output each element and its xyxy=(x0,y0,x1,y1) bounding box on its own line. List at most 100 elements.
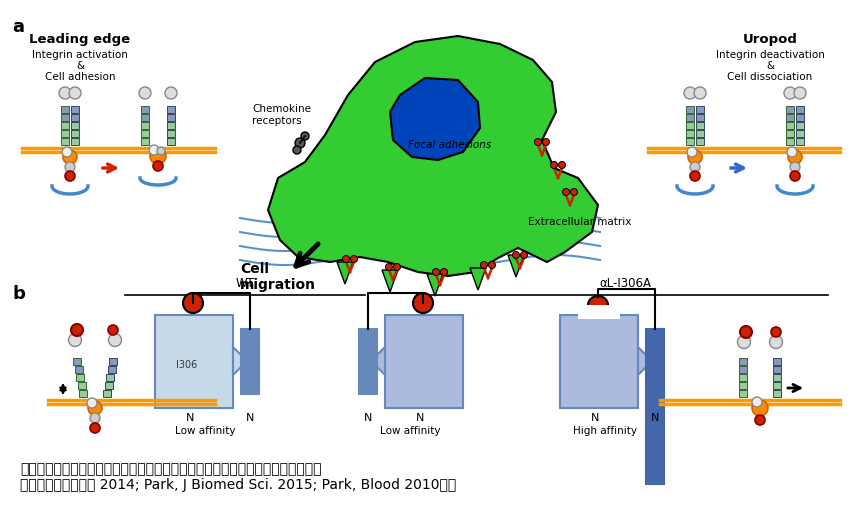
Bar xyxy=(773,374,781,381)
Bar xyxy=(739,374,747,381)
Circle shape xyxy=(784,87,796,99)
Circle shape xyxy=(62,147,72,157)
Circle shape xyxy=(794,87,806,99)
Bar xyxy=(686,122,694,129)
Text: Low affinity: Low affinity xyxy=(175,426,236,436)
Bar xyxy=(141,122,149,129)
Circle shape xyxy=(543,139,550,145)
Circle shape xyxy=(570,188,578,195)
Bar xyxy=(786,130,794,137)
Bar xyxy=(141,138,149,145)
Bar xyxy=(786,138,794,145)
Bar xyxy=(773,358,781,365)
Text: Extracellular matrix: Extracellular matrix xyxy=(528,217,631,227)
Circle shape xyxy=(108,325,118,335)
Circle shape xyxy=(59,87,71,99)
Bar xyxy=(646,329,664,484)
Bar xyxy=(773,382,781,389)
Bar xyxy=(77,382,85,389)
Bar xyxy=(106,374,114,381)
Circle shape xyxy=(65,171,75,181)
Bar xyxy=(578,305,620,319)
Circle shape xyxy=(790,171,800,181)
Circle shape xyxy=(481,261,488,268)
Circle shape xyxy=(562,188,569,195)
Bar xyxy=(71,114,79,121)
Circle shape xyxy=(63,150,77,164)
Circle shape xyxy=(71,324,83,336)
Bar xyxy=(786,122,794,129)
Bar xyxy=(696,114,704,121)
Polygon shape xyxy=(390,78,480,160)
Text: a: a xyxy=(12,18,24,36)
Bar xyxy=(61,114,69,121)
Bar xyxy=(108,366,115,373)
Bar xyxy=(696,138,704,145)
Bar xyxy=(796,106,804,113)
Polygon shape xyxy=(371,347,385,375)
Circle shape xyxy=(301,132,309,140)
Bar xyxy=(71,122,79,129)
Bar xyxy=(141,106,149,113)
Bar xyxy=(61,106,69,113)
Circle shape xyxy=(488,261,495,268)
Circle shape xyxy=(752,397,762,407)
Bar xyxy=(739,390,747,397)
Circle shape xyxy=(342,256,349,262)
Circle shape xyxy=(787,147,797,157)
Circle shape xyxy=(65,162,75,172)
Circle shape xyxy=(69,87,81,99)
Bar xyxy=(739,366,747,373)
Circle shape xyxy=(139,87,151,99)
Text: Uropod: Uropod xyxy=(742,33,797,46)
Circle shape xyxy=(87,398,97,408)
Bar xyxy=(73,358,81,365)
Text: N: N xyxy=(416,413,424,423)
Bar xyxy=(71,106,79,113)
Circle shape xyxy=(108,333,121,346)
Polygon shape xyxy=(508,255,524,277)
Bar xyxy=(786,114,794,121)
Bar xyxy=(141,130,149,137)
Circle shape xyxy=(351,256,358,262)
Bar xyxy=(167,138,175,145)
Bar xyxy=(167,106,175,113)
Circle shape xyxy=(90,413,100,423)
Polygon shape xyxy=(337,262,353,284)
Bar xyxy=(696,122,704,129)
Polygon shape xyxy=(470,268,486,290)
Circle shape xyxy=(558,162,566,169)
Text: High affinity: High affinity xyxy=(573,426,637,436)
Circle shape xyxy=(788,150,802,164)
Ellipse shape xyxy=(588,296,608,314)
Bar xyxy=(773,366,781,373)
Bar xyxy=(696,106,704,113)
Bar xyxy=(786,106,794,113)
Circle shape xyxy=(150,148,166,164)
Text: I306: I306 xyxy=(176,360,198,370)
Bar xyxy=(385,315,463,408)
Bar xyxy=(61,122,69,129)
Bar xyxy=(796,138,804,145)
Circle shape xyxy=(684,87,696,99)
Circle shape xyxy=(535,139,542,145)
Circle shape xyxy=(790,162,800,172)
Bar xyxy=(686,130,694,137)
Circle shape xyxy=(690,171,700,181)
Circle shape xyxy=(520,251,527,258)
Bar xyxy=(141,114,149,121)
Text: N: N xyxy=(246,413,255,423)
Bar xyxy=(167,130,175,137)
Circle shape xyxy=(69,333,82,346)
Circle shape xyxy=(433,268,439,276)
Circle shape xyxy=(183,293,203,313)
Polygon shape xyxy=(268,36,598,276)
Text: &: & xyxy=(766,61,774,71)
Circle shape xyxy=(149,145,159,155)
Bar xyxy=(79,390,87,397)
Bar xyxy=(105,382,113,389)
Bar xyxy=(76,374,84,381)
Bar xyxy=(167,122,175,129)
Circle shape xyxy=(513,251,519,258)
Text: b: b xyxy=(12,285,25,303)
